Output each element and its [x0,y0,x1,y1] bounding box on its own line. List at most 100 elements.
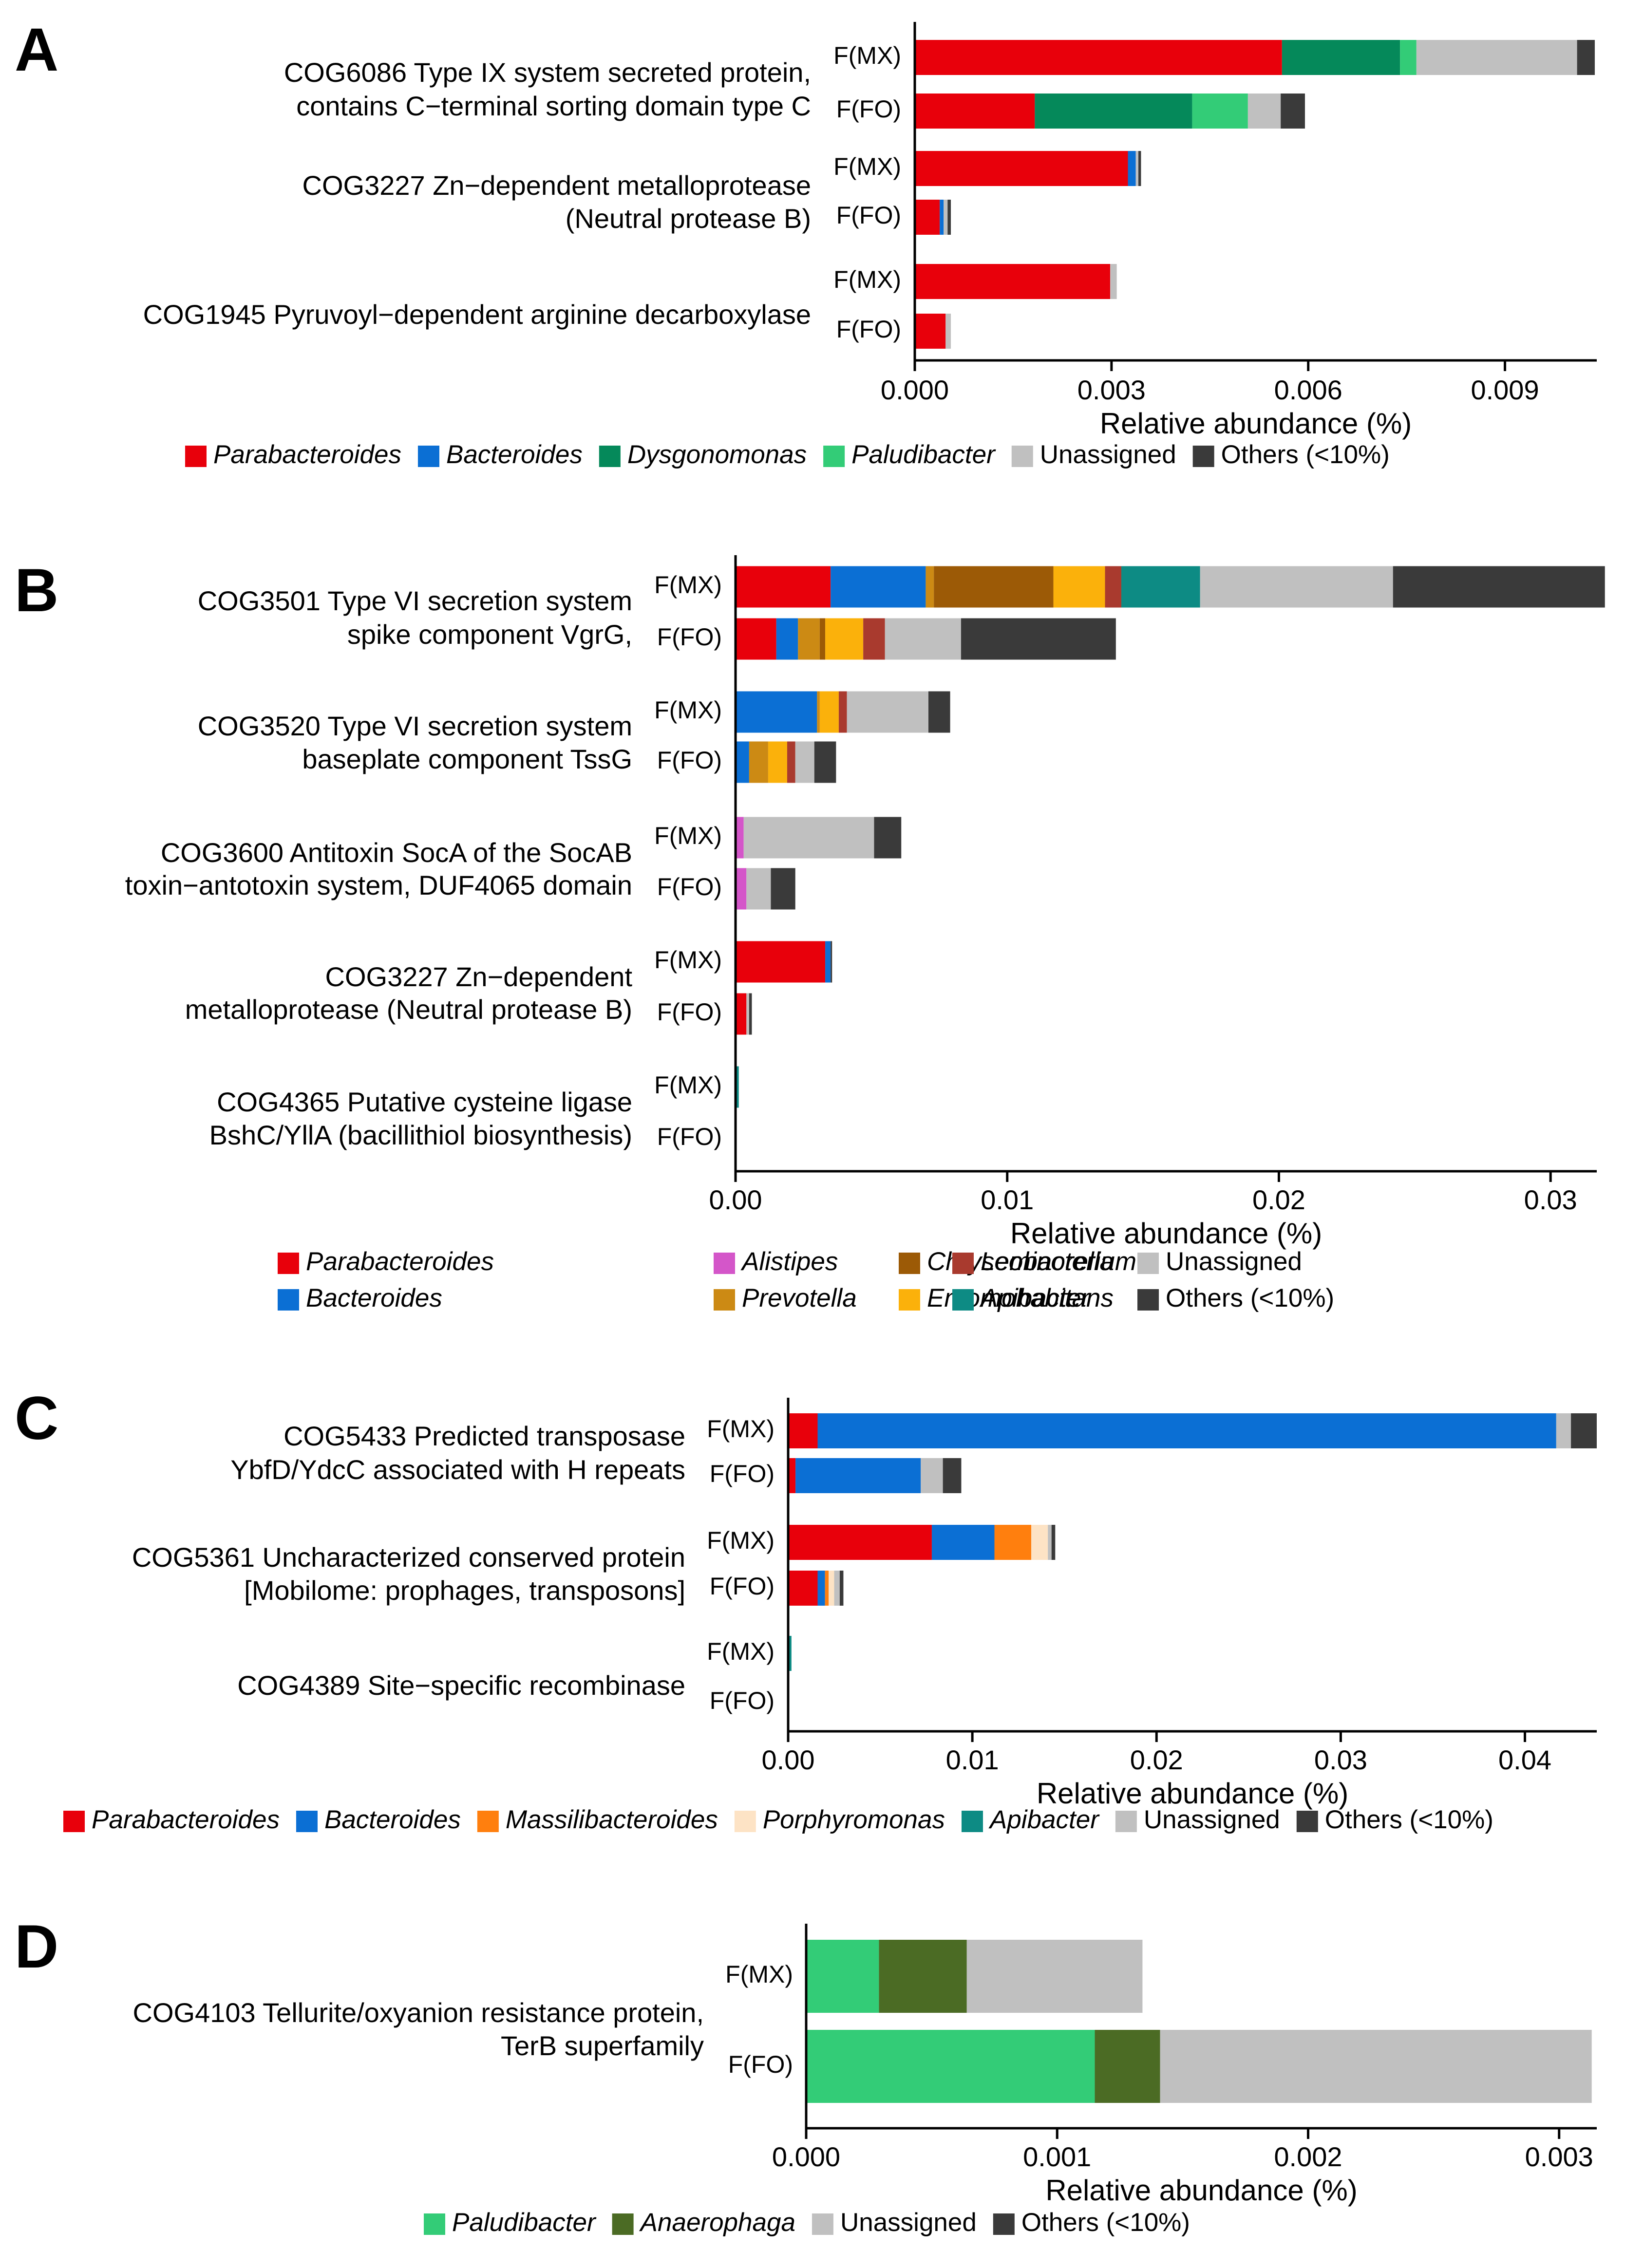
legend-item-bacteroides: Bacteroides [417,440,583,469]
bar-series-label: F(FO) [728,2051,793,2078]
bar-segment-unassigned [847,691,928,733]
legend-item-anaerophaga: Anaerophaga [612,2208,795,2237]
legend-item-porphyromonas: Porphyromonas [734,1805,945,1834]
bar-segment-others-10 [947,200,951,235]
category-label: COG3600 Antitoxin SocA of the SocAB [161,837,632,868]
bar-segment-parabacteroides [788,1458,796,1493]
bar-segment-parabacteroides [788,1525,932,1560]
category-label: COG4365 Putative cysteine ligase [217,1087,632,1117]
bar-segment-others-10 [1051,1525,1056,1560]
x-tick-label: 0.000 [772,2141,840,2172]
bar-series-label: F(MX) [654,822,722,849]
category-label: contains C−terminal sorting domain type … [296,91,811,121]
bar-segment-unassigned [1247,94,1281,129]
legend-label: Massilibacteroides [506,1805,718,1834]
bar-series-label: F(MX) [654,696,722,724]
bar-segment-bacteroides [940,200,944,235]
x-tick-label: 0.000 [881,375,949,405]
x-tick-label: 0.03 [1314,1744,1367,1775]
category-label: COG4103 Tellurite/oxyanion resistance pr… [133,1997,704,2028]
bar-group-cog5361-uncharacterized-conserved-protei: COG5361 Uncharacterized conserved protei… [132,1525,1056,1606]
legend-swatch [899,1289,920,1311]
bar-segment-porphyromonas [829,1571,834,1606]
legend-swatch [1137,1289,1159,1311]
legend-label: Prevotella [742,1284,857,1312]
category-label: metalloprotease (Neutral protease B) [185,994,632,1025]
bar-series-label: F(MX) [833,153,901,180]
legend-label: Unassigned [1166,1247,1302,1276]
legend-swatch [185,446,207,467]
bar-segment-dysgonomonas [1282,40,1400,75]
x-axis-title: Relative abundance (%) [1100,407,1412,440]
category-label: COG3520 Type VI secretion system [198,711,632,741]
bar-group-cog4389-site-specific-recombinase: COG4389 Site−specific recombinase F(MX) F(… [237,1636,792,1714]
legend-label: Unassigned [840,2208,977,2237]
category-label: (Neutral protease B) [566,203,811,234]
bar-series-label: F(FO) [657,623,722,651]
category-label: [Mobilome: prophages, transposons] [244,1575,685,1606]
category-label: COG5361 Uncharacterized conserved protei… [132,1542,685,1573]
bar-segment-unassigned [945,314,951,349]
bar-segment-unassigned [834,1571,840,1606]
bar-series-label: F(FO) [657,747,722,774]
legend-item-parabacteroides: Parabacteroides [278,1247,494,1276]
x-tick-label: 0.00 [709,1184,762,1215]
bar-segment-unassigned [1110,264,1117,299]
panel-c: C COG5433 Predicted transposaseYbfD/YdcC … [15,1385,1597,1834]
panel-letter: C [15,1385,58,1452]
bar-segment-unassigned [921,1458,943,1493]
bar-series-label: F(FO) [657,998,722,1026]
bar-segment-prevotella [926,566,934,608]
legend-swatch [714,1253,735,1274]
bar-segment-unassigned [1200,566,1393,608]
bar-segment-prevotella [749,741,768,783]
bar-segment-unassigned [1416,40,1577,75]
bar-segment-parabacteroides [788,1571,818,1606]
bar-series-label: F(MX) [654,946,722,974]
bar-segment-unassigned [746,868,771,910]
bar-segment-entomohabitans [1053,566,1105,608]
panel-d: D COG4103 Tellurite/oxyanion resistance p… [15,1913,1597,2237]
legend-swatch [278,1253,299,1274]
legend-swatch [1137,1253,1159,1274]
bar-segment-bacteroides [931,1525,995,1560]
legend-item-parabacteroides: Parabacteroides [63,1805,280,1834]
bar-group-cog6086-type-ix-system-secreted-protein: COG6086 Type IX system secreted protein,… [284,40,1595,129]
x-axis-title: Relative abundance (%) [1045,2174,1357,2207]
legend-item-unassigned: Unassigned [1137,1247,1302,1276]
x-axis-title: Relative abundance (%) [1037,1777,1348,1810]
bar-segment-others-10 [961,618,1116,660]
legend-label: Anaerophaga [639,2208,795,2237]
legend-swatch [812,2213,833,2235]
legend-label: Paludibacter [851,440,996,469]
bar-segment-parabacteroides [736,941,826,983]
legend-label: Leminorella [981,1247,1114,1276]
bar-segment-others-10 [839,1571,844,1606]
bar-series-label: F(FO) [657,873,722,900]
legend-item-others-10: Others (<10%) [1296,1805,1493,1834]
legend-swatch [734,1811,756,1832]
bar-segment-others-10 [928,691,950,733]
legend-label: Alistipes [740,1247,838,1276]
bar-group-cog4103-tellurite-oxyanion-resistance-pr: COG4103 Tellurite/oxyanion resistance pr… [133,1940,1592,2103]
legend-label: Parabacteroides [92,1805,280,1834]
bar-segment-parabacteroides [736,566,831,608]
legend-item-others-10: Others (<10%) [1137,1284,1334,1312]
legend-swatch [599,446,621,467]
legend-swatch [278,1289,299,1311]
bar-segment-paludibacter [1400,40,1417,75]
bar-segment-entomohabitans [768,741,787,783]
legend-swatch [952,1289,974,1311]
panel-letter: B [15,557,58,624]
bar-segment-alistipes [736,868,747,910]
legend-item-parabacteroides: Parabacteroides [185,440,401,469]
bar-group-cog3520-type-vi-secretion-system: COG3520 Type VI secretion systembaseplat… [198,691,950,783]
bar-segment-parabacteroides [788,1413,818,1448]
category-label: COG3227 Zn−dependent metalloprotease [302,170,811,201]
legend-label: Dysgonomonas [627,440,807,469]
bar-segment-others-10 [771,868,795,910]
bar-segment-others-10 [814,741,836,783]
